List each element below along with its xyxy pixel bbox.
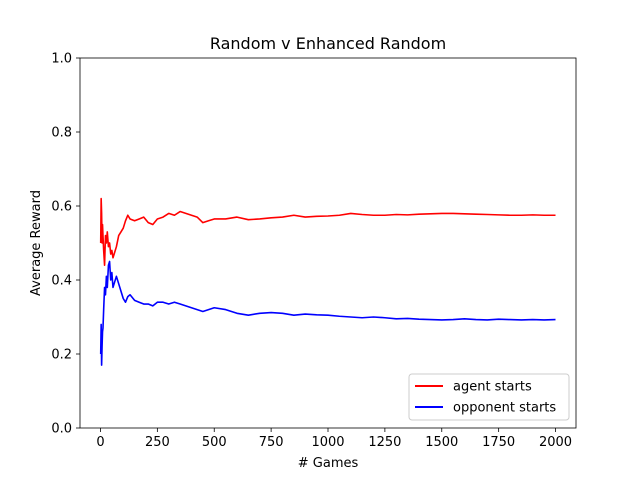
series-line-agent-starts	[99, 197, 556, 267]
x-tick-label: 750	[259, 435, 284, 450]
x-tick-label: 1500	[425, 435, 458, 450]
y-tick-label: 0.0	[51, 422, 72, 437]
y-tick-label: 0.6	[51, 200, 72, 215]
legend-box	[408, 373, 570, 421]
x-tick-label: 2000	[539, 435, 572, 450]
plot-area	[80, 58, 576, 428]
x-tick-label: 250	[145, 435, 170, 450]
y-tick-label: 0.2	[51, 348, 72, 363]
legend: agent starts opponent starts	[408, 373, 570, 421]
legend-label-agent-starts: agent starts	[453, 380, 532, 395]
x-axis: 0 250 500 750 1000 1250 1500 1750 2000	[96, 428, 572, 450]
series-line-opponent-starts	[99, 260, 556, 366]
y-axis: 0.0 0.2 0.4 0.6 0.8 1.0	[51, 52, 80, 437]
x-tick-label: 1250	[368, 435, 401, 450]
x-tick-label: 1750	[482, 435, 515, 450]
chart-title: Random v Enhanced Random	[210, 34, 446, 53]
y-tick-label: 0.4	[51, 274, 72, 289]
x-tick-label: 0	[96, 435, 104, 450]
y-tick-label: 0.8	[51, 126, 72, 141]
x-axis-label: # Games	[298, 456, 359, 471]
y-tick-label: 1.0	[51, 52, 72, 67]
legend-label-opponent-starts: opponent starts	[453, 401, 556, 416]
y-axis-label: Average Reward	[29, 190, 44, 296]
x-tick-label: 1000	[311, 435, 344, 450]
x-tick-label: 500	[202, 435, 227, 450]
series-layer	[99, 197, 556, 366]
